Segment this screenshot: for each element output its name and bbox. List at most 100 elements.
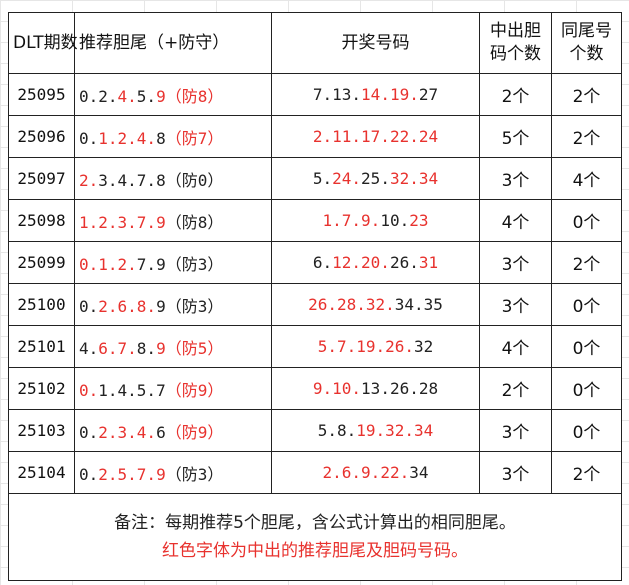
draw-segment: 34	[409, 463, 429, 482]
hit-count-cell: 5个	[479, 115, 552, 158]
note-cell: 备注：每期推荐5个胆尾，含公式计算出的相同胆尾。 红色字体为中出的推荐胆尾及胆码…	[8, 493, 622, 581]
recommend-segment: （防3）	[165, 464, 224, 484]
draw-cell: 2.11.17.22.24	[271, 115, 480, 158]
table-row: 25097 2.3.4.7.8（防0） 5.24.25.32.34 3个 4个	[8, 157, 622, 200]
draw-hit-segment: 23	[409, 211, 429, 230]
draw-hit-segment: 9.10.	[312, 379, 362, 398]
note-line-1: 备注：每期推荐5个胆尾，含公式计算出的相同胆尾。	[114, 513, 516, 533]
recommend-cell: 0.1.2.7.9（防3）	[74, 241, 272, 284]
draw-segment: 32	[414, 337, 434, 356]
draw-cell: 7.13.14.19.27	[271, 73, 480, 116]
results-table-container: DLT期数 推荐胆尾（+防守） 开奖号码 中出胆码个数 同尾号个数 25095 0…	[8, 12, 622, 581]
recommend-segment: 7.9（防3）	[136, 254, 224, 274]
draw-segment: 25.	[361, 169, 390, 188]
same-tail-count-cell: 2个	[551, 451, 622, 494]
header-same-tail-text: 同尾号个数	[561, 21, 612, 64]
hit-count-cell: 3个	[479, 283, 552, 326]
draw-hit-segment: 31	[418, 253, 439, 272]
period-cell: 25102	[8, 367, 75, 410]
draw-cell: 5.24.25.32.34	[271, 157, 480, 200]
draw-hit-segment: 1.7.9.	[322, 211, 381, 230]
period-cell: 25098	[8, 199, 75, 242]
header-row: DLT期数 推荐胆尾（+防守） 开奖号码 中出胆码个数 同尾号个数	[8, 12, 622, 74]
recommend-hit-segment: 4.	[117, 86, 137, 106]
period-cell: 25101	[8, 325, 75, 368]
hit-count-cell: 3个	[479, 157, 552, 200]
header-recommend: 推荐胆尾（+防守）	[74, 12, 272, 74]
recommend-segment: 3.4.7.8（防0）	[98, 170, 224, 190]
period-cell: 25104	[8, 451, 75, 494]
draw-segment: 5.	[312, 169, 333, 188]
draw-segment: 6.	[312, 253, 333, 272]
recommend-segment: 0.	[79, 296, 99, 316]
draw-hit-segment: 5.7.19.26.	[317, 337, 415, 356]
same-tail-count-cell: 2个	[551, 241, 622, 284]
period-cell: 25100	[8, 283, 75, 326]
hit-count-cell: 3个	[479, 409, 552, 452]
same-tail-count-cell: 0个	[551, 409, 622, 452]
recommend-cell: 0.2.3.4.6（防9）	[74, 409, 272, 452]
same-tail-count-cell: 2个	[551, 73, 622, 116]
draw-hit-segment: 12.20.	[332, 253, 390, 272]
recommend-hit-segment: 2.6.8.	[98, 296, 157, 316]
table-row: 25098 1.2.3.7.9（防8） 1.7.9.10.23 4个 0个	[8, 199, 622, 242]
recommend-cell: 0.2.4.5.9（防8）	[74, 73, 272, 116]
draw-cell: 9.10.13.26.28	[271, 367, 480, 410]
draw-hit-segment: 26.28.32.	[308, 295, 395, 314]
recommend-segment: 6	[156, 422, 166, 442]
recommend-cell: 2.3.4.7.8（防0）	[74, 157, 272, 200]
draw-hit-segment: 2.11.17.22.24	[312, 127, 439, 146]
recommend-cell: 1.2.3.7.9（防8）	[74, 199, 272, 242]
recommend-cell: 0.2.5.7.9（防3）	[74, 451, 272, 494]
draw-cell: 6.12.20.26.31	[271, 241, 480, 284]
header-same-tail-count: 同尾号个数	[551, 12, 622, 74]
recommend-hit-segment: 0.1.2.	[79, 254, 137, 274]
table-row: 25101 4.6.7.8.9（防5） 5.7.19.26.32 4个 0个	[8, 325, 622, 368]
hit-count-cell: 3个	[479, 241, 552, 284]
recommend-segment: 1.4.5.7	[98, 380, 166, 400]
period-cell: 25103	[8, 409, 75, 452]
recommend-segment: 5.	[136, 86, 157, 106]
same-tail-count-cell: 2个	[551, 115, 622, 158]
recommend-cell: 0.1.2.4.8（防7）	[74, 115, 272, 158]
recommend-hit-segment: （防9）	[165, 422, 224, 442]
recommend-segment: 8	[156, 128, 166, 148]
table-row: 25100 0.2.6.8.9（防3） 26.28.32.34.35 3个 0个	[8, 283, 622, 326]
hit-count-cell: 2个	[479, 367, 552, 410]
draw-cell: 26.28.32.34.35	[271, 283, 480, 326]
same-tail-count-cell: 0个	[551, 367, 622, 410]
recommend-cell: 4.6.7.8.9（防5）	[74, 325, 272, 368]
recommend-hit-segment: 9（防5）	[156, 338, 224, 358]
header-hit-count: 中出胆码个数	[479, 12, 552, 74]
table-row: 25095 0.2.4.5.9（防8） 7.13.14.19.27 2个 2个	[8, 73, 622, 116]
table-row: 25103 0.2.3.4.6（防9） 5.8.19.32.34 3个 0个	[8, 409, 622, 452]
recommend-segment: 4.	[79, 338, 99, 358]
same-tail-count-cell: 0个	[551, 283, 622, 326]
recommend-segment: 9（防3）	[156, 296, 224, 316]
period-cell: 25096	[8, 115, 75, 158]
same-tail-count-cell: 4个	[551, 157, 622, 200]
hit-count-cell: 3个	[479, 451, 552, 494]
note-line-2: 红色字体为中出的推荐胆尾及胆码号码。	[162, 541, 468, 561]
table-row: 25102 0.1.4.5.7（防9） 9.10.13.26.28 2个 0个	[8, 367, 622, 410]
lottery-results-table: DLT期数 推荐胆尾（+防守） 开奖号码 中出胆码个数 同尾号个数 25095 0…	[8, 12, 622, 581]
recommend-hit-segment: 1.2.4.	[98, 128, 157, 148]
same-tail-count-cell: 0个	[551, 325, 622, 368]
draw-segment: 13.26.28	[361, 379, 439, 398]
header-period: DLT期数	[8, 12, 78, 74]
header-draw: 开奖号码	[271, 12, 480, 74]
draw-segment: 7.13.	[312, 85, 362, 104]
recommend-hit-segment: 2.3.4.	[98, 422, 157, 442]
same-tail-count-cell: 0个	[551, 199, 622, 242]
draw-cell: 1.7.9.10.23	[271, 199, 480, 242]
table-row: 25096 0.1.2.4.8（防7） 2.11.17.22.24 5个 2个	[8, 115, 622, 158]
draw-segment: 5.8.	[317, 421, 357, 440]
draw-segment: 10.	[380, 211, 410, 230]
recommend-hit-segment: 0.	[79, 380, 99, 400]
hit-count-cell: 4个	[479, 199, 552, 242]
draw-hit-segment: 24.	[332, 169, 362, 188]
recommend-cell: 0.1.4.5.7（防9）	[74, 367, 272, 410]
draw-hit-segment: 2.6.9.22.	[322, 463, 410, 482]
draw-segment: 27	[418, 85, 439, 104]
draw-hit-segment: 32.34	[389, 169, 439, 188]
